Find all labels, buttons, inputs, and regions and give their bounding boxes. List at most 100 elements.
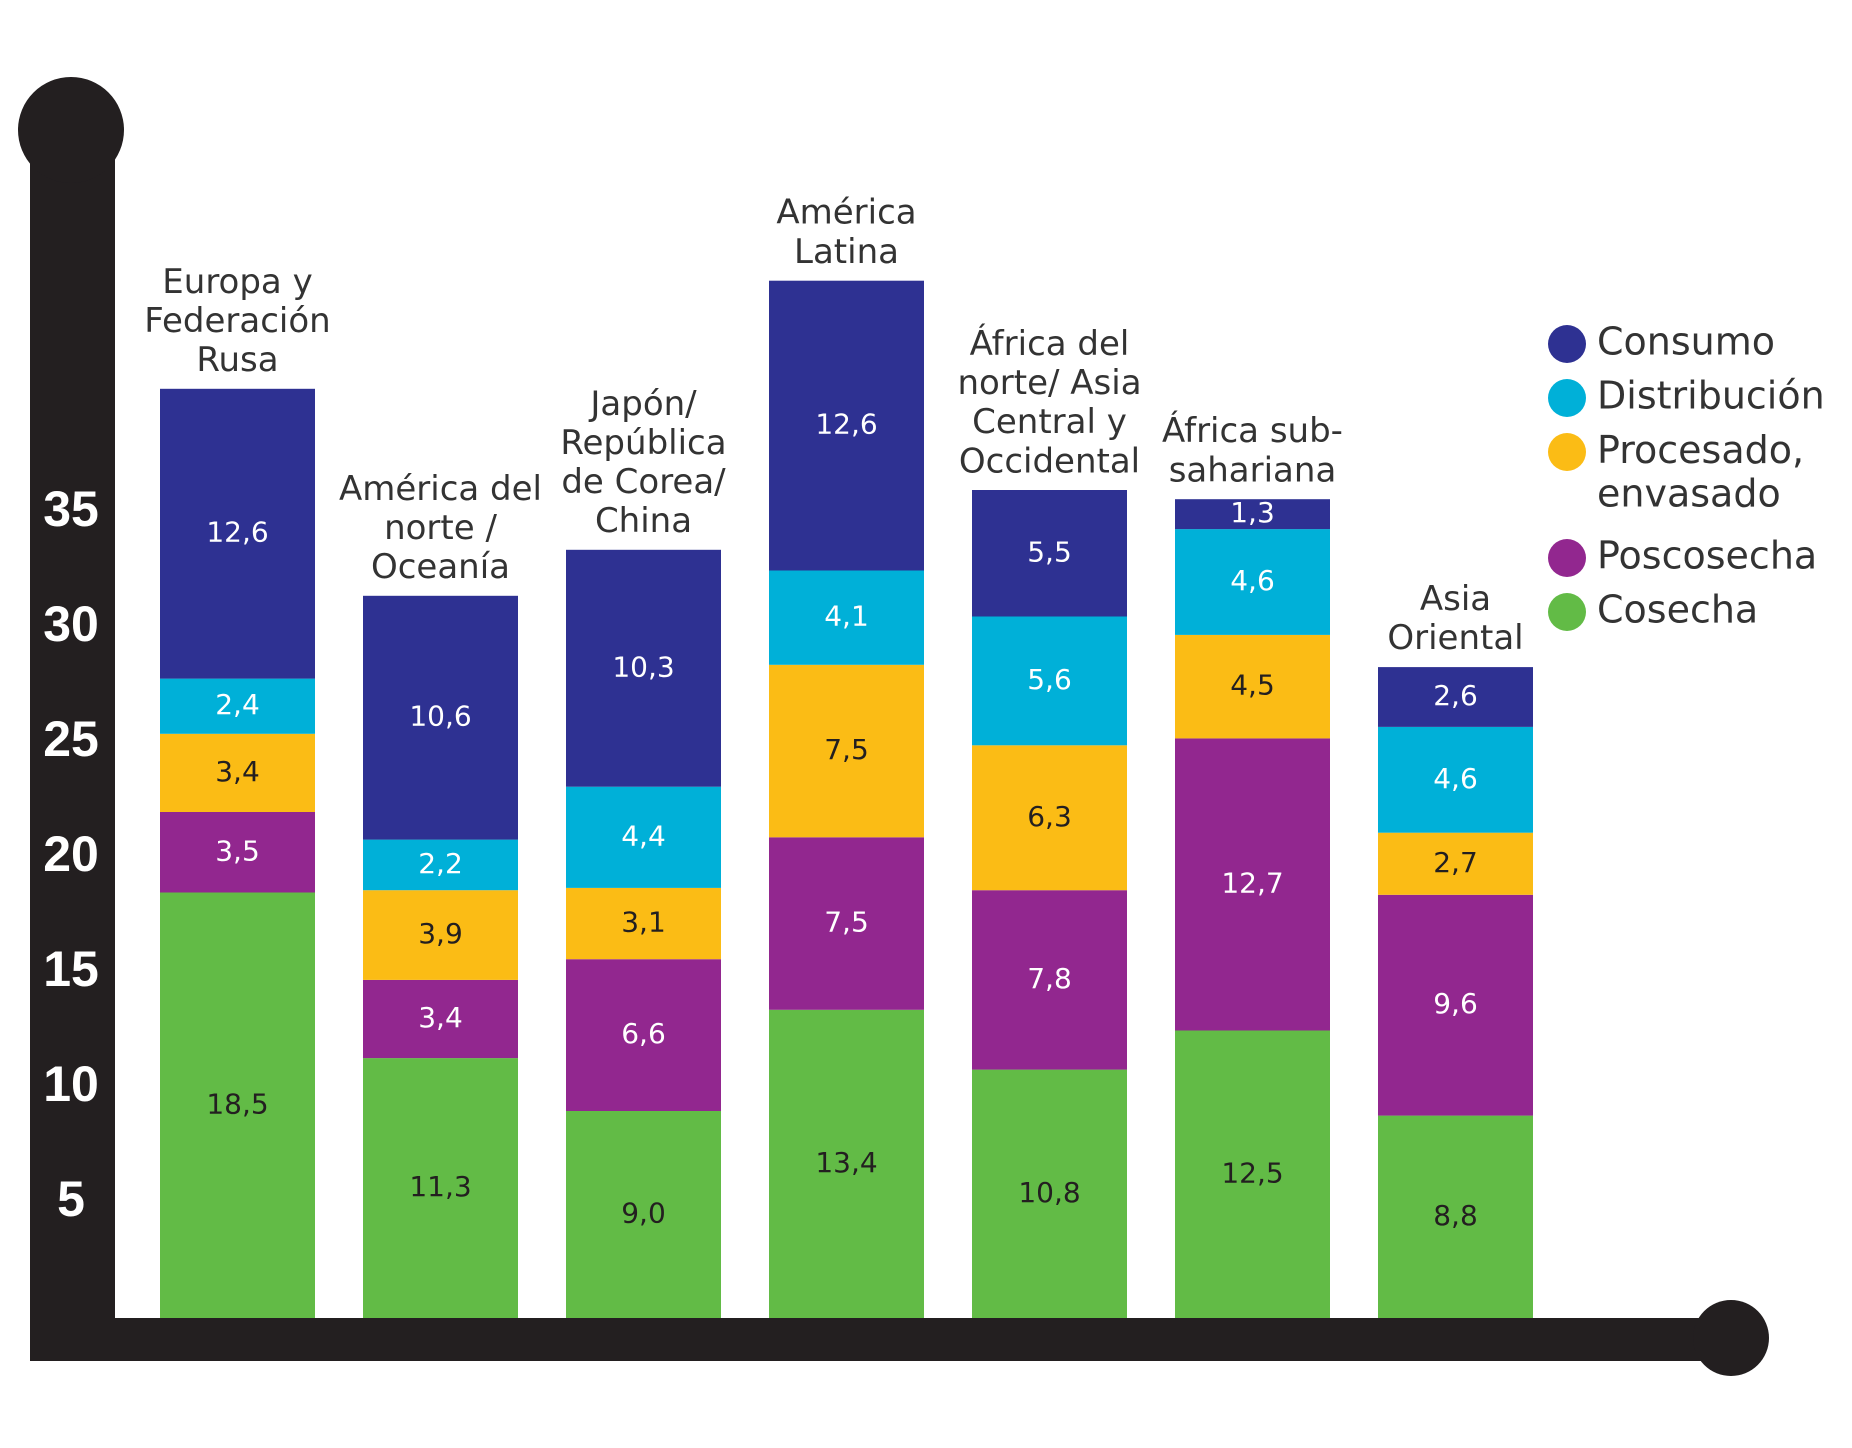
category-label: Japón/República de Corea/China — [560, 383, 726, 540]
category-label: África sub-sahariana — [1162, 410, 1343, 490]
bar-segment — [363, 890, 518, 980]
y-axis-bar — [30, 130, 115, 1361]
bar-segment — [972, 890, 1127, 1070]
y-tick-label: 35 — [43, 481, 99, 537]
value-label: 1,3 — [1230, 496, 1275, 529]
bar-segment — [769, 837, 924, 1010]
legend-swatch — [1548, 379, 1586, 417]
bar-segment — [160, 812, 315, 893]
category-label: África del norte/ Asia Central y Occidental — [957, 323, 1141, 481]
value-label: 5,5 — [1027, 535, 1072, 568]
y-tick-label: 5 — [57, 1171, 85, 1227]
legend-label: Poscosecha — [1597, 534, 1817, 578]
value-label: 4,6 — [1230, 564, 1275, 597]
x-axis-cap — [1693, 1300, 1769, 1376]
value-label: 4,6 — [1433, 762, 1478, 795]
bar-segment — [1175, 529, 1330, 635]
category-label: Asia Oriental — [1387, 579, 1523, 658]
value-label: 12,6 — [815, 408, 877, 441]
value-label: 8,8 — [1433, 1199, 1478, 1232]
legend-label: Cosecha — [1597, 588, 1758, 632]
bar-segment — [769, 570, 924, 665]
value-label: 9,0 — [621, 1197, 666, 1230]
value-label: 2,4 — [215, 688, 260, 721]
value-label: 2,7 — [1433, 846, 1478, 879]
bar-segment — [1378, 1115, 1533, 1318]
bar-segment — [363, 595, 518, 840]
category-label: Europa y Federación Rusa — [144, 261, 330, 379]
bar-segment — [1175, 738, 1330, 1031]
value-label: 12,7 — [1221, 866, 1283, 899]
value-label: 7,5 — [824, 733, 869, 766]
value-label: 9,6 — [1433, 987, 1478, 1020]
bar-segment — [566, 549, 721, 787]
bar-segment — [566, 887, 721, 960]
value-label: 3,1 — [621, 906, 666, 939]
value-label: 3,9 — [418, 917, 463, 950]
value-label: 7,5 — [824, 906, 869, 939]
bar-segment — [972, 616, 1127, 746]
bar-segment — [566, 1111, 721, 1318]
value-label: 3,5 — [215, 834, 260, 867]
value-label: 18,5 — [206, 1087, 268, 1120]
bar-segment — [363, 1058, 518, 1318]
value-label: 10,8 — [1018, 1176, 1080, 1209]
bar-segment — [1175, 1030, 1330, 1318]
y-tick-label: 10 — [43, 1056, 99, 1112]
bar-segment — [566, 959, 721, 1111]
value-label: 2,6 — [1433, 679, 1478, 712]
bar-segment — [769, 280, 924, 571]
value-label: 12,6 — [206, 516, 268, 549]
y-tick-label: 25 — [43, 711, 99, 767]
bar-segment — [1175, 634, 1330, 739]
category-label: América del norte / Oceanía — [339, 468, 542, 586]
value-label: 4,5 — [1230, 669, 1275, 702]
value-label: 3,4 — [215, 755, 260, 788]
value-label: 10,3 — [612, 650, 674, 683]
bar-segment — [1175, 499, 1330, 530]
category-label: América Latina — [776, 192, 916, 271]
bar-segment — [160, 388, 315, 679]
value-label: 7,8 — [1027, 962, 1072, 995]
y-tick-label: 15 — [43, 941, 99, 997]
legend-label: Distribución — [1597, 374, 1825, 418]
y-axis-cap — [18, 77, 124, 183]
legend-swatch — [1548, 539, 1586, 577]
bar-segment — [566, 786, 721, 888]
bar-segment — [1378, 726, 1533, 833]
bar-segment — [160, 678, 315, 734]
value-label: 6,3 — [1027, 800, 1072, 833]
y-tick-label: 20 — [43, 826, 99, 882]
bar-segment — [972, 490, 1127, 617]
legend-swatch — [1548, 433, 1586, 471]
bar-segment — [160, 892, 315, 1318]
value-label: 10,6 — [409, 700, 471, 733]
value-label: 5,6 — [1027, 663, 1072, 696]
bar-segment — [363, 979, 518, 1059]
value-label: 3,4 — [418, 1001, 463, 1034]
value-label: 11,3 — [409, 1170, 471, 1203]
bar-segment — [1378, 667, 1533, 727]
bar-segment — [1378, 832, 1533, 895]
value-label: 4,4 — [621, 819, 666, 852]
bar-segment — [769, 664, 924, 838]
bar-segment — [769, 1009, 924, 1318]
x-axis-bar — [30, 1318, 1731, 1361]
y-tick-label: 30 — [43, 596, 99, 652]
bar-segment — [363, 839, 518, 891]
value-label: 2,2 — [418, 847, 463, 880]
value-label: 6,6 — [621, 1017, 666, 1050]
legend-swatch — [1548, 593, 1586, 631]
value-label: 12,5 — [1221, 1156, 1283, 1189]
legend-label: Procesado, envasado — [1597, 428, 1804, 516]
legend-label: Consumo — [1597, 320, 1775, 364]
bar-segment — [972, 1069, 1127, 1318]
bar-segment — [1378, 894, 1533, 1116]
value-label: 4,1 — [824, 600, 869, 633]
bar-segment — [160, 733, 315, 812]
value-label: 13,4 — [815, 1146, 877, 1179]
bar-segment — [972, 745, 1127, 891]
legend-swatch — [1548, 325, 1586, 363]
